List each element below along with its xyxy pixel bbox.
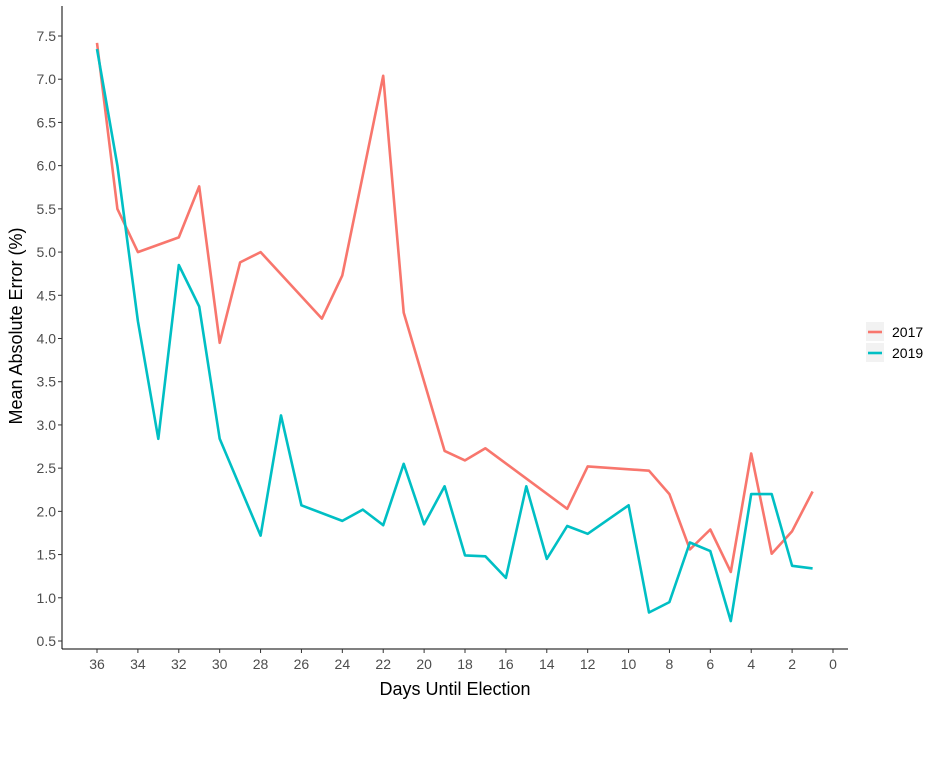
y-tick-label: 1.5 (37, 547, 57, 563)
legend-label-2019: 2019 (892, 345, 923, 361)
y-tick-label: 7.0 (37, 71, 57, 87)
y-tick-label: 6.0 (37, 158, 57, 174)
x-tick-label: 4 (747, 656, 755, 672)
x-tick-label: 8 (666, 656, 674, 672)
y-tick-label: 5.5 (37, 201, 57, 217)
y-tick-label: 0.5 (37, 633, 57, 649)
y-tick-label: 4.5 (37, 287, 57, 303)
x-tick-label: 16 (498, 656, 514, 672)
x-tick-label: 12 (580, 656, 596, 672)
x-tick-label: 0 (829, 656, 837, 672)
series-line-2017 (95, 42, 814, 574)
x-tick-label: 20 (416, 656, 432, 672)
x-tick-label: 24 (335, 656, 351, 672)
x-tick-label: 14 (539, 656, 555, 672)
x-tick-label: 36 (89, 656, 105, 672)
x-tick-label: 30 (212, 656, 228, 672)
legend: 2017 2019 (866, 322, 923, 362)
y-tick-label: 2.5 (37, 460, 57, 476)
y-tick-label: 5.0 (37, 244, 57, 260)
x-axis-title: Days Until Election (379, 679, 530, 699)
y-tick-label: 4.0 (37, 331, 57, 347)
plot-area (95, 42, 814, 623)
y-tick-label: 6.5 (37, 114, 57, 130)
x-tick-label: 32 (171, 656, 187, 672)
y-tick-label: 1.0 (37, 590, 57, 606)
x-tick-label: 26 (294, 656, 310, 672)
x-axis: 36 34 32 30 28 26 24 22 20 18 16 14 12 10 8 6 4 2 0 (62, 648, 848, 672)
y-tick-label: 3.0 (37, 417, 57, 433)
x-tick-label: 22 (375, 656, 391, 672)
y-axis: 0.5 1.0 1.5 2.0 2.5 3.0 3.5 4.0 4.5 5.0 5.5 6.0 6.5 7… (37, 6, 63, 649)
y-axis-title: Mean Absolute Error (%) (6, 227, 26, 424)
x-tick-label: 18 (457, 656, 473, 672)
y-tick-label: 7.5 (37, 28, 57, 44)
y-tick-label: 2.0 (37, 503, 57, 519)
x-tick-label: 34 (130, 656, 146, 672)
x-tick-label: 2 (788, 656, 796, 672)
y-tick-label: 3.5 (37, 374, 57, 390)
x-tick-label: 28 (253, 656, 269, 672)
legend-label-2017: 2017 (892, 324, 923, 340)
x-tick-label: 6 (706, 656, 714, 672)
x-tick-label: 10 (621, 656, 637, 672)
series-line-2019 (95, 48, 813, 623)
